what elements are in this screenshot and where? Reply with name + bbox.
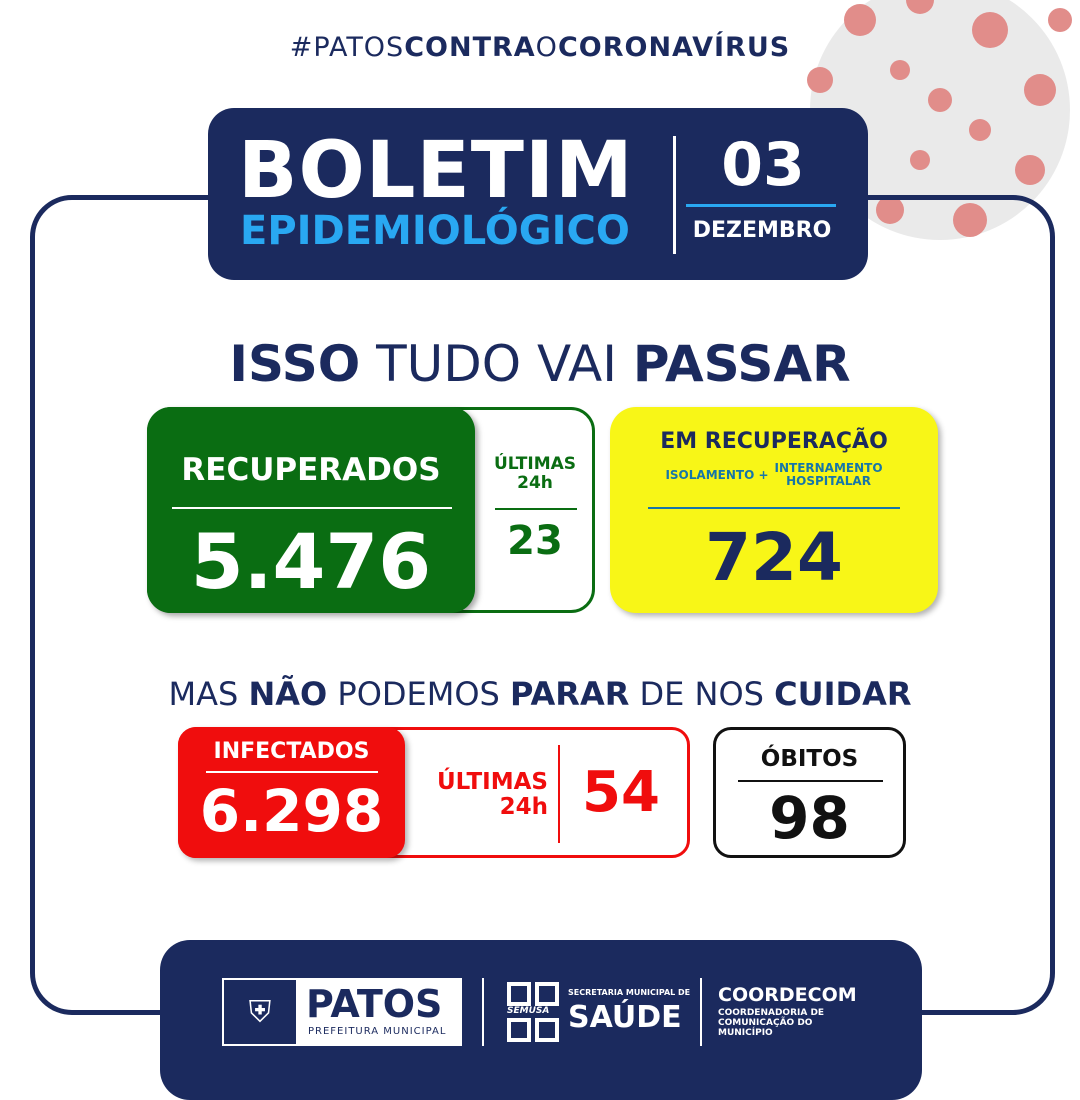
bulletin-title: BOLETIM: [238, 126, 634, 216]
infected-last24-label: ÚLTIMAS 24h: [418, 770, 548, 820]
infected-card: INFECTADOS 6.298: [178, 727, 405, 858]
saude-text: SAÚDE: [568, 1000, 682, 1035]
patos-logo: ⛨ PATOS PREFEITURA MUNICIPAL: [222, 978, 462, 1046]
city-crest-icon: ⛨: [224, 980, 296, 1044]
hashtag-part: #PATOS: [289, 32, 405, 63]
slogan-word: CUIDAR: [774, 675, 912, 713]
in-recovery-label: EM RECUPERAÇÃO: [660, 429, 888, 454]
recovered-label: RECUPERADOS: [181, 452, 441, 488]
hashtag: #PATOSCONTRAOCORONAVÍRUS: [0, 32, 1080, 63]
last24-text: 24h: [517, 473, 553, 493]
last24-text: 24h: [499, 794, 548, 820]
deaths-label: ÓBITOS: [760, 746, 859, 772]
deaths-card: ÓBITOS 98: [713, 727, 906, 858]
in-recovery-sublabel: ISOLAMENTO + INTERNAMENTO HOSPITALAR: [610, 462, 938, 488]
divider: [648, 507, 900, 509]
slogan-word: NÃO: [248, 675, 328, 713]
footer-logos: ⛨ PATOS PREFEITURA MUNICIPAL SEMUSA SECR…: [160, 940, 922, 1100]
footer-divider: [700, 978, 702, 1046]
secretaria-text: SECRETARIA MUNICIPAL DE: [568, 988, 691, 997]
semusa-text: SEMUSA: [507, 1006, 550, 1016]
divider: [495, 508, 577, 510]
divider: [738, 780, 883, 782]
recovered-card: RECUPERADOS 5.476: [147, 407, 475, 613]
slogan-word: TUDO VAI: [360, 335, 633, 393]
coordecom-subtitle: COORDENADORIA DE COMUNICAÇÃO DO MUNICÍPI…: [718, 1008, 825, 1038]
slogan-top: ISSO TUDO VAI PASSAR: [0, 335, 1080, 393]
header-divider: [673, 136, 676, 254]
bulletin-header: BOLETIM EPIDEMIOLÓGICO 03 DEZEMBRO: [208, 108, 868, 280]
hashtag-part: O: [535, 32, 558, 63]
footer-divider: [482, 978, 484, 1046]
divider: [558, 745, 560, 843]
sublabel-text: ISOLAMENTO +: [665, 468, 769, 482]
recovered-value: 5.476: [190, 517, 432, 606]
sublabel-text: HOSPITALAR: [786, 474, 871, 488]
slogan-word: PODEMOS: [327, 675, 511, 713]
infected-value: 6.298: [199, 777, 384, 845]
semusa-cross-icon: SEMUSA: [505, 980, 561, 1044]
slogan-word: ISSO: [229, 335, 361, 393]
deaths-value: 98: [769, 784, 850, 852]
recovered-last24-label: ÚLTIMAS 24h: [485, 455, 585, 493]
slogan-word: PASSAR: [632, 335, 851, 393]
last24-text: ÚLTIMAS: [436, 769, 548, 795]
in-recovery-card: EM RECUPERAÇÃO ISOLAMENTO + INTERNAMENTO…: [610, 407, 938, 613]
last24-text: ÚLTIMAS: [493, 454, 577, 474]
slogan-word: DE NOS: [629, 675, 775, 713]
slogan-word: PARAR: [510, 675, 630, 713]
patos-subtitle: PREFEITURA MUNICIPAL: [308, 1026, 447, 1037]
in-recovery-value: 724: [705, 519, 843, 596]
divider: [172, 507, 452, 509]
date-divider: [686, 204, 836, 207]
coordecom-name: COORDECOM: [718, 984, 857, 1006]
slogan-word: MAS: [168, 675, 249, 713]
date-month: DEZEMBRO: [692, 218, 832, 243]
patos-name: PATOS: [306, 982, 443, 1026]
divider: [206, 771, 378, 773]
date-day: 03: [721, 130, 805, 200]
infected-last24-value: 54: [582, 760, 660, 825]
slogan-bottom: MAS NÃO PODEMOS PARAR DE NOS CUIDAR: [0, 675, 1080, 713]
bulletin-subtitle: EPIDEMIOLÓGICO: [240, 208, 630, 254]
recovered-last24-value: 23: [507, 518, 563, 564]
infected-label: INFECTADOS: [213, 739, 370, 764]
hashtag-part: CONTRA: [404, 32, 536, 63]
hashtag-part: CORONAVÍRUS: [557, 32, 791, 63]
sublabel-text: INTERNAMENTO: [774, 461, 883, 475]
